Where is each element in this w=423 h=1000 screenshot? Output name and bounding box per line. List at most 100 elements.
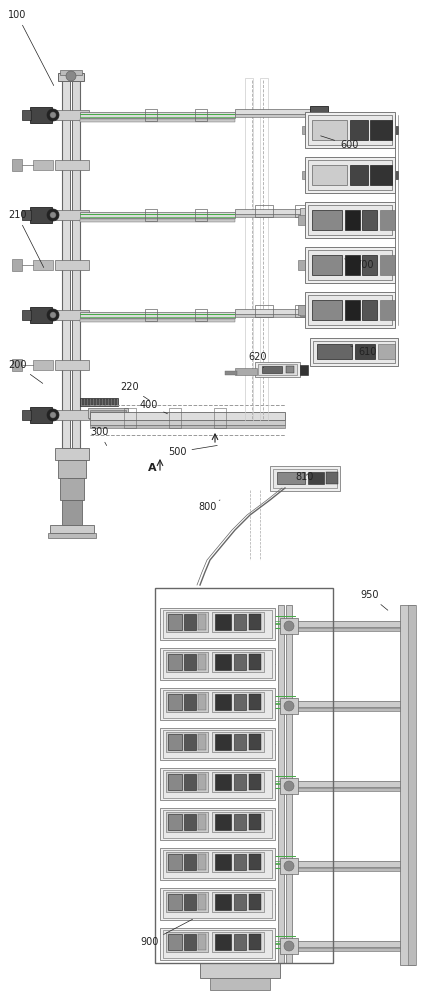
Circle shape: [47, 209, 59, 221]
Bar: [198, 934, 206, 950]
Bar: [100, 399, 102, 405]
Bar: [295, 861, 405, 867]
Bar: [30, 107, 52, 123]
Bar: [286, 605, 292, 963]
Bar: [234, 854, 246, 870]
Bar: [215, 894, 231, 910]
Bar: [80, 319, 235, 322]
Bar: [115, 399, 117, 405]
Bar: [235, 309, 320, 314]
Bar: [90, 410, 126, 416]
Bar: [168, 774, 182, 790]
Bar: [345, 210, 360, 230]
Bar: [262, 366, 282, 373]
Bar: [80, 112, 235, 118]
Bar: [145, 209, 157, 221]
Bar: [22, 310, 31, 320]
Bar: [215, 774, 231, 790]
Bar: [198, 734, 206, 750]
Circle shape: [284, 861, 294, 871]
Bar: [109, 399, 111, 405]
Bar: [160, 888, 275, 920]
Bar: [155, 588, 333, 963]
Bar: [88, 408, 128, 418]
Bar: [60, 478, 84, 500]
Bar: [300, 365, 308, 375]
Bar: [33, 360, 53, 370]
Bar: [278, 605, 284, 963]
Bar: [112, 399, 114, 405]
Bar: [103, 399, 105, 405]
Bar: [249, 854, 261, 870]
Bar: [245, 78, 253, 423]
Bar: [295, 868, 405, 871]
Bar: [198, 614, 206, 630]
Bar: [295, 788, 405, 791]
Bar: [214, 408, 226, 428]
Bar: [94, 399, 96, 405]
Bar: [163, 810, 272, 838]
Bar: [305, 247, 395, 283]
Bar: [295, 628, 405, 631]
Bar: [212, 732, 264, 752]
Bar: [55, 110, 89, 120]
Bar: [235, 114, 320, 117]
Bar: [212, 612, 264, 632]
Bar: [380, 255, 395, 275]
Bar: [97, 399, 99, 405]
Bar: [312, 255, 342, 275]
Bar: [280, 778, 298, 794]
Bar: [235, 214, 320, 217]
Bar: [370, 120, 392, 140]
Bar: [163, 890, 272, 918]
Bar: [184, 774, 196, 790]
Bar: [212, 892, 264, 912]
Bar: [184, 694, 196, 710]
Bar: [280, 698, 298, 714]
Bar: [195, 109, 207, 121]
Circle shape: [284, 621, 294, 631]
Bar: [308, 310, 330, 314]
Bar: [22, 210, 31, 220]
Bar: [234, 934, 246, 950]
Bar: [362, 210, 377, 230]
Bar: [249, 814, 261, 830]
Bar: [168, 734, 182, 750]
Bar: [55, 260, 89, 270]
Bar: [249, 694, 261, 710]
Bar: [163, 650, 272, 678]
Bar: [350, 120, 368, 140]
Bar: [163, 770, 272, 798]
Bar: [198, 814, 206, 830]
Circle shape: [50, 412, 56, 418]
Text: 810: 810: [295, 472, 313, 482]
Bar: [258, 364, 297, 375]
Bar: [184, 854, 196, 870]
Bar: [168, 814, 182, 830]
Bar: [305, 202, 395, 238]
Bar: [310, 106, 328, 118]
Bar: [298, 305, 306, 315]
Bar: [80, 219, 235, 222]
Bar: [55, 310, 89, 320]
Bar: [88, 399, 90, 405]
Bar: [270, 466, 340, 491]
Bar: [234, 654, 246, 670]
Bar: [249, 934, 261, 950]
Bar: [80, 312, 235, 318]
Circle shape: [47, 309, 59, 321]
Bar: [355, 344, 375, 359]
Bar: [160, 608, 275, 640]
Bar: [30, 407, 52, 423]
Bar: [30, 207, 52, 223]
Bar: [215, 734, 231, 750]
Bar: [234, 614, 246, 630]
Bar: [225, 371, 237, 375]
Bar: [235, 209, 320, 214]
Bar: [212, 692, 264, 712]
Bar: [33, 260, 53, 270]
Bar: [12, 259, 22, 271]
Bar: [286, 366, 294, 373]
Bar: [210, 978, 270, 990]
Bar: [249, 614, 261, 630]
